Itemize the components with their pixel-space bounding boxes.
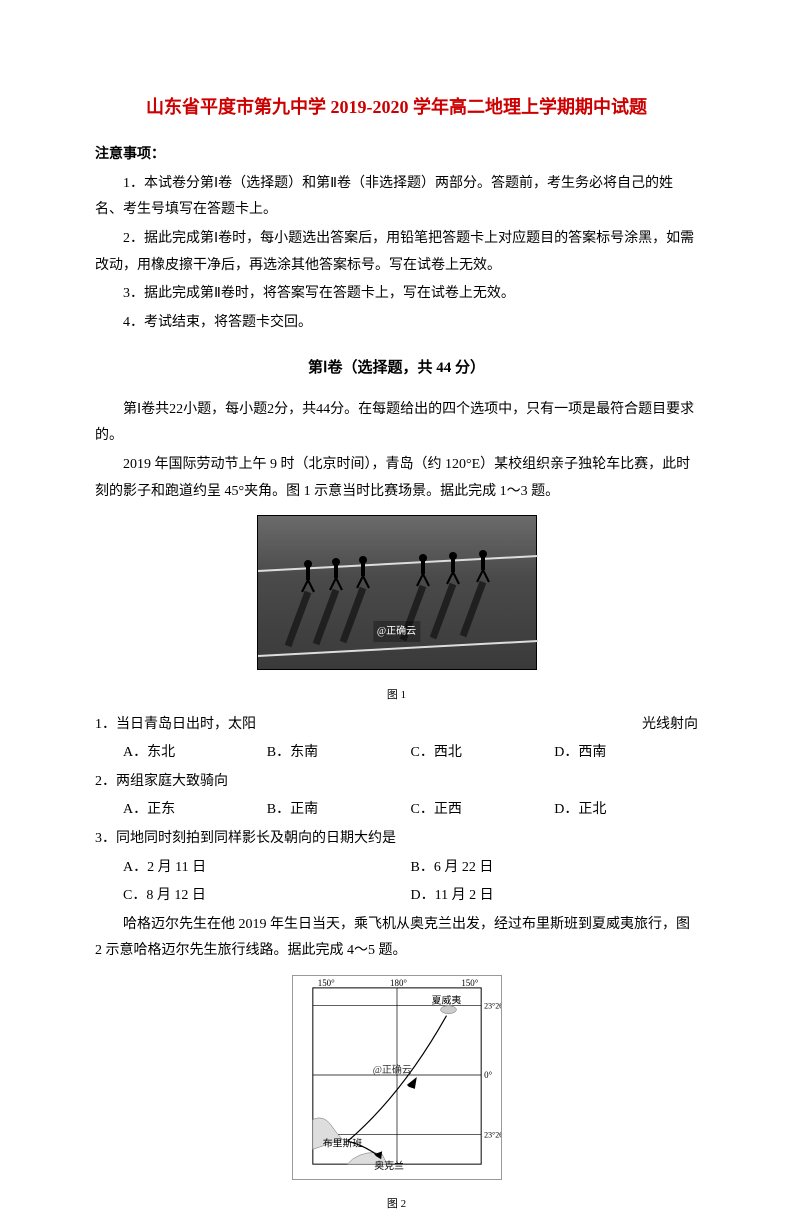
figure-2-watermark: @正确云 xyxy=(373,1061,412,1080)
question-1-text-left: 1．当日青岛日出时，太阳 xyxy=(95,712,256,739)
lon-label-3: 150° xyxy=(461,978,478,988)
section-1-header: 第Ⅰ卷（选择题，共 44 分） xyxy=(95,354,698,383)
lat-label-2: 0° xyxy=(484,1070,492,1080)
q3-option-a: A．2 月 11 日 xyxy=(123,855,411,882)
place-hawaii: 夏威夷 xyxy=(431,994,461,1007)
page-title: 山东省平度市第九中学 2019-2020 学年高二地理上学期期中试题 xyxy=(95,90,698,124)
question-1-text-right: 光线射向 xyxy=(642,712,698,739)
q3-option-b: B．6 月 22 日 xyxy=(411,855,699,882)
lon-label-1: 150° xyxy=(317,978,334,988)
section-1-intro: 第Ⅰ卷共22小题，每小题2分，共44分。在每题给出的四个选项中，只有一项是最符合… xyxy=(95,397,698,450)
question-2: 2．两组家庭大致骑向 xyxy=(95,769,698,796)
context-1: 2019 年国际劳动节上午 9 时（北京时间），青岛（约 120°E）某校组织亲… xyxy=(95,452,698,505)
figure-2-label: 图 2 xyxy=(95,1194,698,1215)
place-brisbane: 布里斯班 xyxy=(322,1136,362,1149)
context-2: 哈格迈尔先生在他 2019 年生日当天，乘飞机从奥克兰出发，经过布里斯班到夏威夷… xyxy=(95,912,698,965)
notice-header: 注意事项： xyxy=(95,142,698,169)
q1-option-a: A．东北 xyxy=(123,740,267,767)
question-1: 1．当日青岛日出时，太阳 光线射向 xyxy=(95,712,698,739)
q2-option-a: A．正东 xyxy=(123,797,267,824)
question-3-options-row1: A．2 月 11 日 B．6 月 22 日 xyxy=(95,855,698,882)
figure-2-image: 150° 180° 150° 23°26′ 0° 23°26′ 夏威夷 布里斯班… xyxy=(292,975,502,1180)
q2-option-d: D．正北 xyxy=(554,797,698,824)
question-3: 3．同地同时刻拍到同样影长及朝向的日期大约是 xyxy=(95,826,698,853)
notice-item-4: 4．考试结束，将答题卡交回。 xyxy=(95,310,698,337)
lat-label-1: 23°26′ xyxy=(484,1002,501,1011)
lon-label-2: 180° xyxy=(390,978,407,988)
q1-option-c: C．西北 xyxy=(411,740,555,767)
q2-option-c: C．正西 xyxy=(411,797,555,824)
figure-1-image: @正确云 xyxy=(257,515,537,670)
q3-option-d: D．11 月 2 日 xyxy=(411,883,699,910)
notice-item-3: 3．据此完成第Ⅱ卷时，将答案写在答题卡上，写在试卷上无效。 xyxy=(95,281,698,308)
figure-1-watermark: @正确云 xyxy=(373,621,420,642)
notice-item-2: 2．据此完成第Ⅰ卷时，每小题选出答案后，用铅笔把答题卡上对应题目的答案标号涂黑，… xyxy=(95,226,698,279)
notice-item-1: 1．本试卷分第Ⅰ卷（选择题）和第Ⅱ卷（非选择题）两部分。答题前，考生务必将自己的… xyxy=(95,171,698,224)
q1-option-d: D．西南 xyxy=(554,740,698,767)
lat-label-3: 23°26′ xyxy=(484,1130,501,1139)
place-auckland: 奥克兰 xyxy=(374,1159,404,1172)
question-3-options-row2: C．8 月 12 日 D．11 月 2 日 xyxy=(95,883,698,910)
question-1-options: A．东北 B．东南 C．西北 D．西南 xyxy=(95,740,698,767)
q2-option-b: B．正南 xyxy=(267,797,411,824)
question-2-options: A．正东 B．正南 C．正西 D．正北 xyxy=(95,797,698,824)
figure-1-label: 图 1 xyxy=(95,685,698,706)
q3-option-c: C．8 月 12 日 xyxy=(123,883,411,910)
q1-option-b: B．东南 xyxy=(267,740,411,767)
